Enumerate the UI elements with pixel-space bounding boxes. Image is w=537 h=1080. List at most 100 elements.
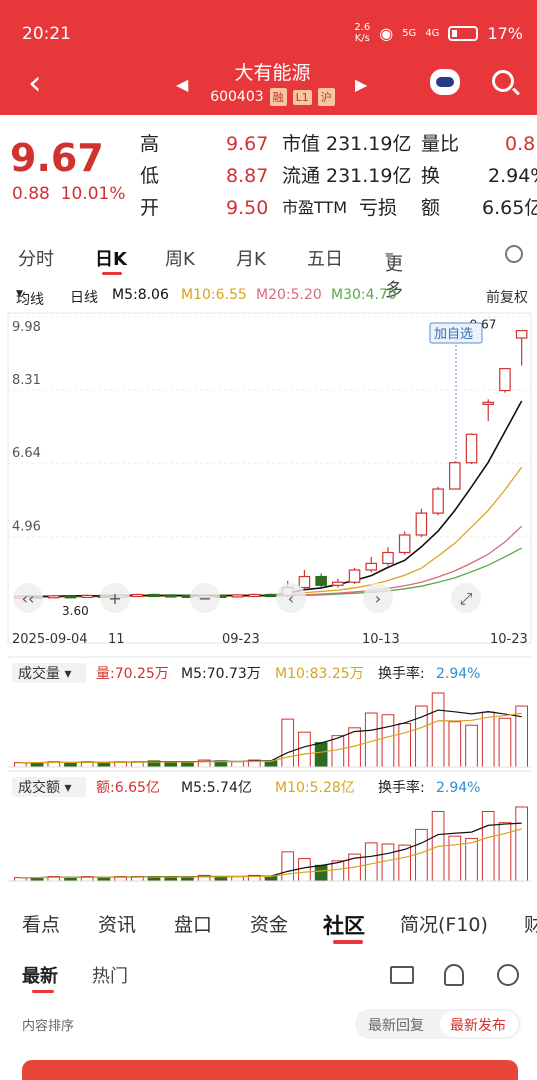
y-tick-label: 8.31 [12,373,41,388]
volume-bar [298,731,311,768]
chart-nav-icon: › [375,589,381,608]
post-button[interactable] [22,1060,518,1080]
amount-bar [281,851,295,882]
tab-highlights[interactable]: 看点 [22,914,61,936]
volume-bar [64,762,77,768]
candle-body [248,593,261,598]
volume-bar [314,742,328,768]
bottom-tab-underline [333,940,363,944]
candle-body [382,551,394,565]
bottom-tabs: 看点 资讯 盘口 资金 社区 简况(F10) 财 [0,900,537,946]
candle-body [348,569,361,583]
sort-label: 内容排序 [22,1019,75,1034]
candle-body [499,368,511,392]
search-icon[interactable] [492,70,514,92]
tab-community[interactable]: 社区 [323,914,365,938]
ma10-line [20,466,523,597]
ma5-value: M5:8.06 [112,287,169,303]
chart-nav-button [451,583,481,613]
stock-code: 600403 [210,89,264,105]
add-watch-box [429,322,483,344]
ma10-value: M10:6.55 [181,287,247,303]
tab-intraday[interactable]: 分时 [18,249,54,270]
tab-funds[interactable]: 资金 [250,914,289,936]
subtab-latest[interactable]: 最新 [22,966,58,987]
active-tab-underline [102,272,122,275]
candle-body [332,581,344,586]
amount-bar [415,828,428,882]
amount-bar [97,877,111,882]
tab-monthly-k[interactable]: 月K [236,249,266,270]
volume-bar [515,705,528,768]
amount-m5: M5:5.74亿 [181,780,252,796]
candle-body [64,595,77,599]
volume-m10: M10:83.25万 [275,666,364,682]
candle-body [465,433,478,464]
back-icon[interactable]: ‹ [28,63,42,103]
tab-five-day[interactable]: 五日 [307,249,343,270]
amount-bar [498,822,512,882]
amount-bar [298,858,311,882]
volume-select: 成交量 ▾ [18,665,71,682]
sort-latest-post[interactable]: 最新发布 [450,1018,506,1034]
prev-stock-icon[interactable]: ◀ [176,75,189,94]
settings-icon[interactable] [505,245,523,263]
refresh-icon[interactable] [497,964,519,986]
tab-finance[interactable]: 财 [524,914,537,936]
kline-chart-area[interactable]: 9.98 8.31 6.64 4.96 9.67 3.60 加自选 2025-09-04 11 0… [0,305,537,905]
y-tick-label: 6.64 [12,446,41,461]
tab-news[interactable]: 资讯 [98,914,137,936]
robot-assistant-icon[interactable] [430,69,460,95]
chart-nav-button [13,583,43,613]
x-date-label: 10-13 [362,632,400,647]
candle-body [131,593,144,598]
volume-bar [481,711,495,768]
next-stock-icon[interactable]: ▶ [355,75,368,94]
tag-sh: 沪 [317,88,335,106]
tab-daily-k[interactable]: 日K [95,249,127,270]
tab-weekly-k[interactable]: 周K [165,249,195,270]
chart-nav-button [276,583,306,613]
sort-latest-reply[interactable]: 最新回复 [368,1018,424,1034]
candle-body [515,329,528,339]
chart-nav-button [100,583,130,613]
price-frame [7,312,532,644]
volume-bar [14,762,27,768]
sort-active-pill [440,1011,518,1037]
tab-orderbook[interactable]: 盘口 [174,914,213,936]
chart-nav-icon: − [198,589,211,608]
last-price: 9.67 [10,136,104,180]
candle-body [315,575,327,586]
amount-turn-label: 换手率: [378,779,425,796]
volume-bar [281,718,295,768]
subtab-underline [32,990,54,993]
candle-body [449,462,461,490]
candle-body [47,595,60,599]
quote-panel: 9.67 0.88 10.01% 高 9.67 市值 231.19亿 量比 0.… [10,133,537,219]
x-date-label: 09-23 [222,632,260,647]
volume-bar [465,724,478,768]
amount-ma10-line [20,828,522,879]
community-subtabs: 最新 热门 [0,952,537,1000]
ma20-value: M20:5.20 [256,287,322,303]
subtab-hot[interactable]: 热门 [92,966,128,987]
amount-bar [181,877,194,882]
ma30-value: M30:4.70 [331,287,397,303]
user-icon[interactable] [444,964,464,986]
sort-bar: 内容排序 最新回复 最新发布 [0,1005,537,1041]
volume-bar [381,714,395,768]
chevron-down-icon: ▼ [385,250,394,263]
y-tick-label: 4.96 [12,520,41,535]
volume-select-bg [12,663,86,683]
tab-profile-f10[interactable]: 简况(F10) [400,914,488,936]
amount-bar [314,864,328,882]
amount-bar [448,835,462,882]
ma5-line [20,400,523,598]
adjust-mode[interactable]: 前复权 [486,290,528,306]
tag-margin: 融 [269,88,287,106]
chart-nav-icon: ⤢ [460,589,473,608]
chart-nav-button [190,583,220,613]
amount-select: 成交额 ▾ [18,779,71,796]
mail-icon[interactable] [390,966,414,984]
